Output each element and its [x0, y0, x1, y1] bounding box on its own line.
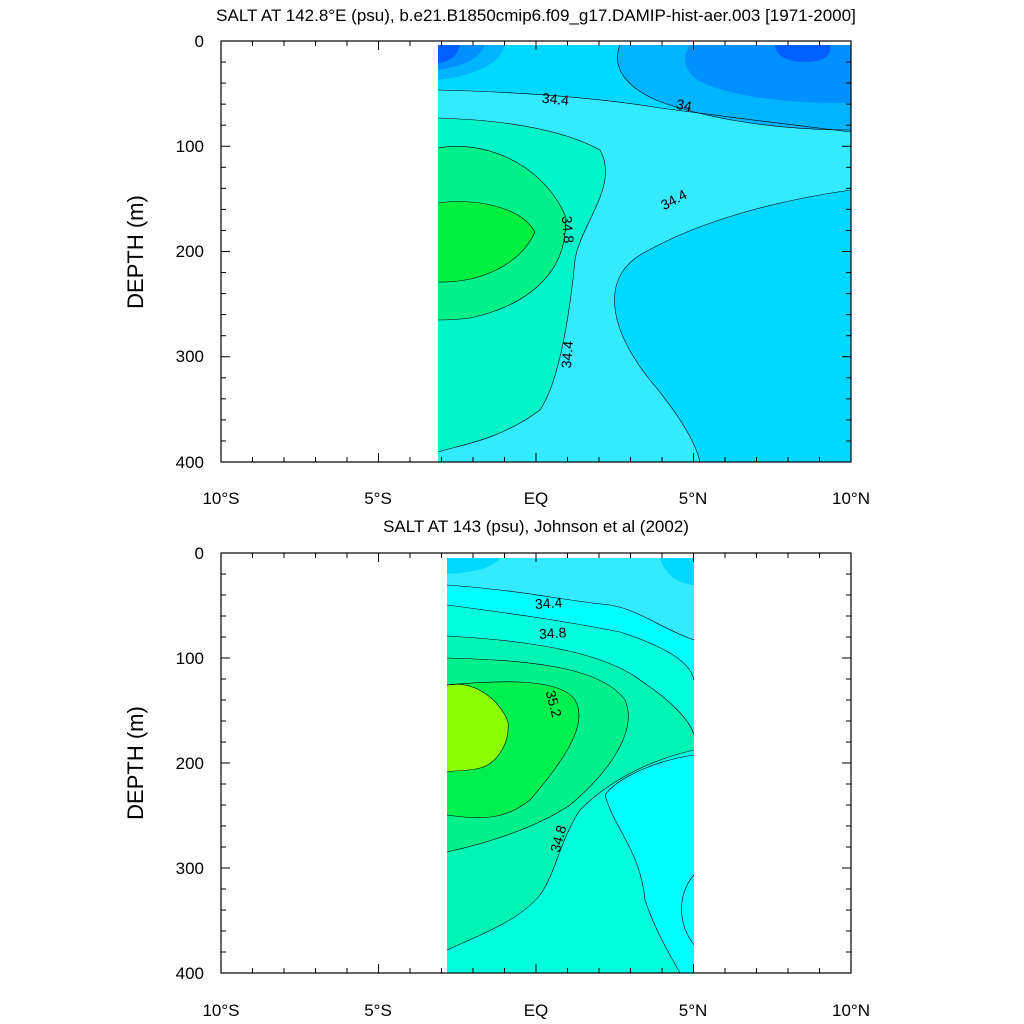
p2-contour-label: 34.8: [539, 624, 568, 642]
p1-ytick-label: 0: [195, 32, 204, 51]
p2-xtick-label: 5°S: [364, 1001, 392, 1020]
panel-1-ticks: [220, 40, 852, 463]
p1-xtick-label: 10°N: [832, 489, 870, 508]
p2-band-topright: [660, 558, 694, 585]
p1-contour-label: 34.4: [541, 90, 570, 109]
p2-iso-34.2: [447, 584, 694, 641]
p2-band-topleft: [447, 558, 500, 574]
p1-ytick-label: 200: [176, 242, 204, 261]
p2-ytick-label: 0: [195, 544, 204, 563]
p1-corner-3: [438, 45, 460, 63]
p2-iso-34.6-lower: [604, 754, 694, 973]
p1-band-33.6: [775, 45, 831, 62]
p2-iso-35.0: [447, 657, 629, 853]
p2-xtick-label: 5°N: [679, 1001, 708, 1020]
panel-1-contour-fill: [438, 45, 851, 462]
panel-2-contour-fill: [447, 558, 694, 973]
p2-band-top: [447, 558, 694, 640]
p1-xtick-label: 10°S: [202, 489, 239, 508]
p2-xtick-label: 10°S: [202, 1001, 239, 1020]
p2-ytick-label: 300: [176, 859, 204, 878]
p1-band-core: [438, 201, 535, 283]
panel-1-title: SALT AT 142.8°E (psu), b.e21.B1850cmip6.…: [216, 6, 856, 25]
p1-xtick-label: 5°N: [679, 489, 708, 508]
p2-band-core: [447, 684, 509, 772]
panel-1: SALT AT 142.8°E (psu), b.e21.B1850cmip6.…: [123, 6, 870, 508]
p2-xtick-label: 10°N: [832, 1001, 870, 1020]
panel-2: SALT AT 143 (psu), Johnson et al (2002): [123, 517, 870, 1020]
panel-2-ticks: [220, 552, 852, 974]
p2-iso-35.4: [447, 683, 509, 773]
p2-iso-35.2: [447, 681, 580, 819]
p1-xtick-label: EQ: [524, 489, 549, 508]
p1-iso-34: [617, 45, 851, 131]
p2-iso-34.6: [447, 635, 694, 736]
p2-ytick-label: 100: [176, 649, 204, 668]
p1-ytick-label: 300: [176, 347, 204, 366]
p1-iso-34.6: [438, 117, 606, 453]
p2-iso-34.4: [447, 604, 694, 681]
p1-contour-label: 34.4: [558, 340, 576, 369]
p2-ytick-label: 400: [176, 964, 204, 983]
p1-iso-34.4-east: [614, 189, 851, 462]
p1-iso-34.4-upper: [438, 89, 851, 133]
p1-iso-35.0: [438, 201, 536, 283]
p1-ytick-label: 400: [176, 453, 204, 472]
panel-1-ylabel: DEPTH (m): [123, 195, 148, 309]
panel-2-ylabel: DEPTH (m): [123, 706, 148, 820]
p1-xtick-label: 5°S: [364, 489, 392, 508]
p2-contour-label: 34.4: [535, 594, 564, 612]
panel-2-title: SALT AT 143 (psu), Johnson et al (2002): [383, 517, 689, 536]
p2-contour-label: 35.2: [543, 688, 566, 719]
p2-iso-34.8: [447, 749, 694, 951]
p2-xtick-label: EQ: [524, 1001, 549, 1020]
p2-iso-34.4-east: [681, 874, 694, 946]
p2-ytick-label: 200: [176, 754, 204, 773]
p1-contour-label: 34.8: [559, 215, 577, 244]
p1-ytick-label: 100: [176, 137, 204, 156]
p1-iso-34.8: [438, 146, 566, 321]
p1-contour-label: 34: [675, 96, 694, 115]
p2-contour-label: 34.8: [547, 823, 570, 854]
